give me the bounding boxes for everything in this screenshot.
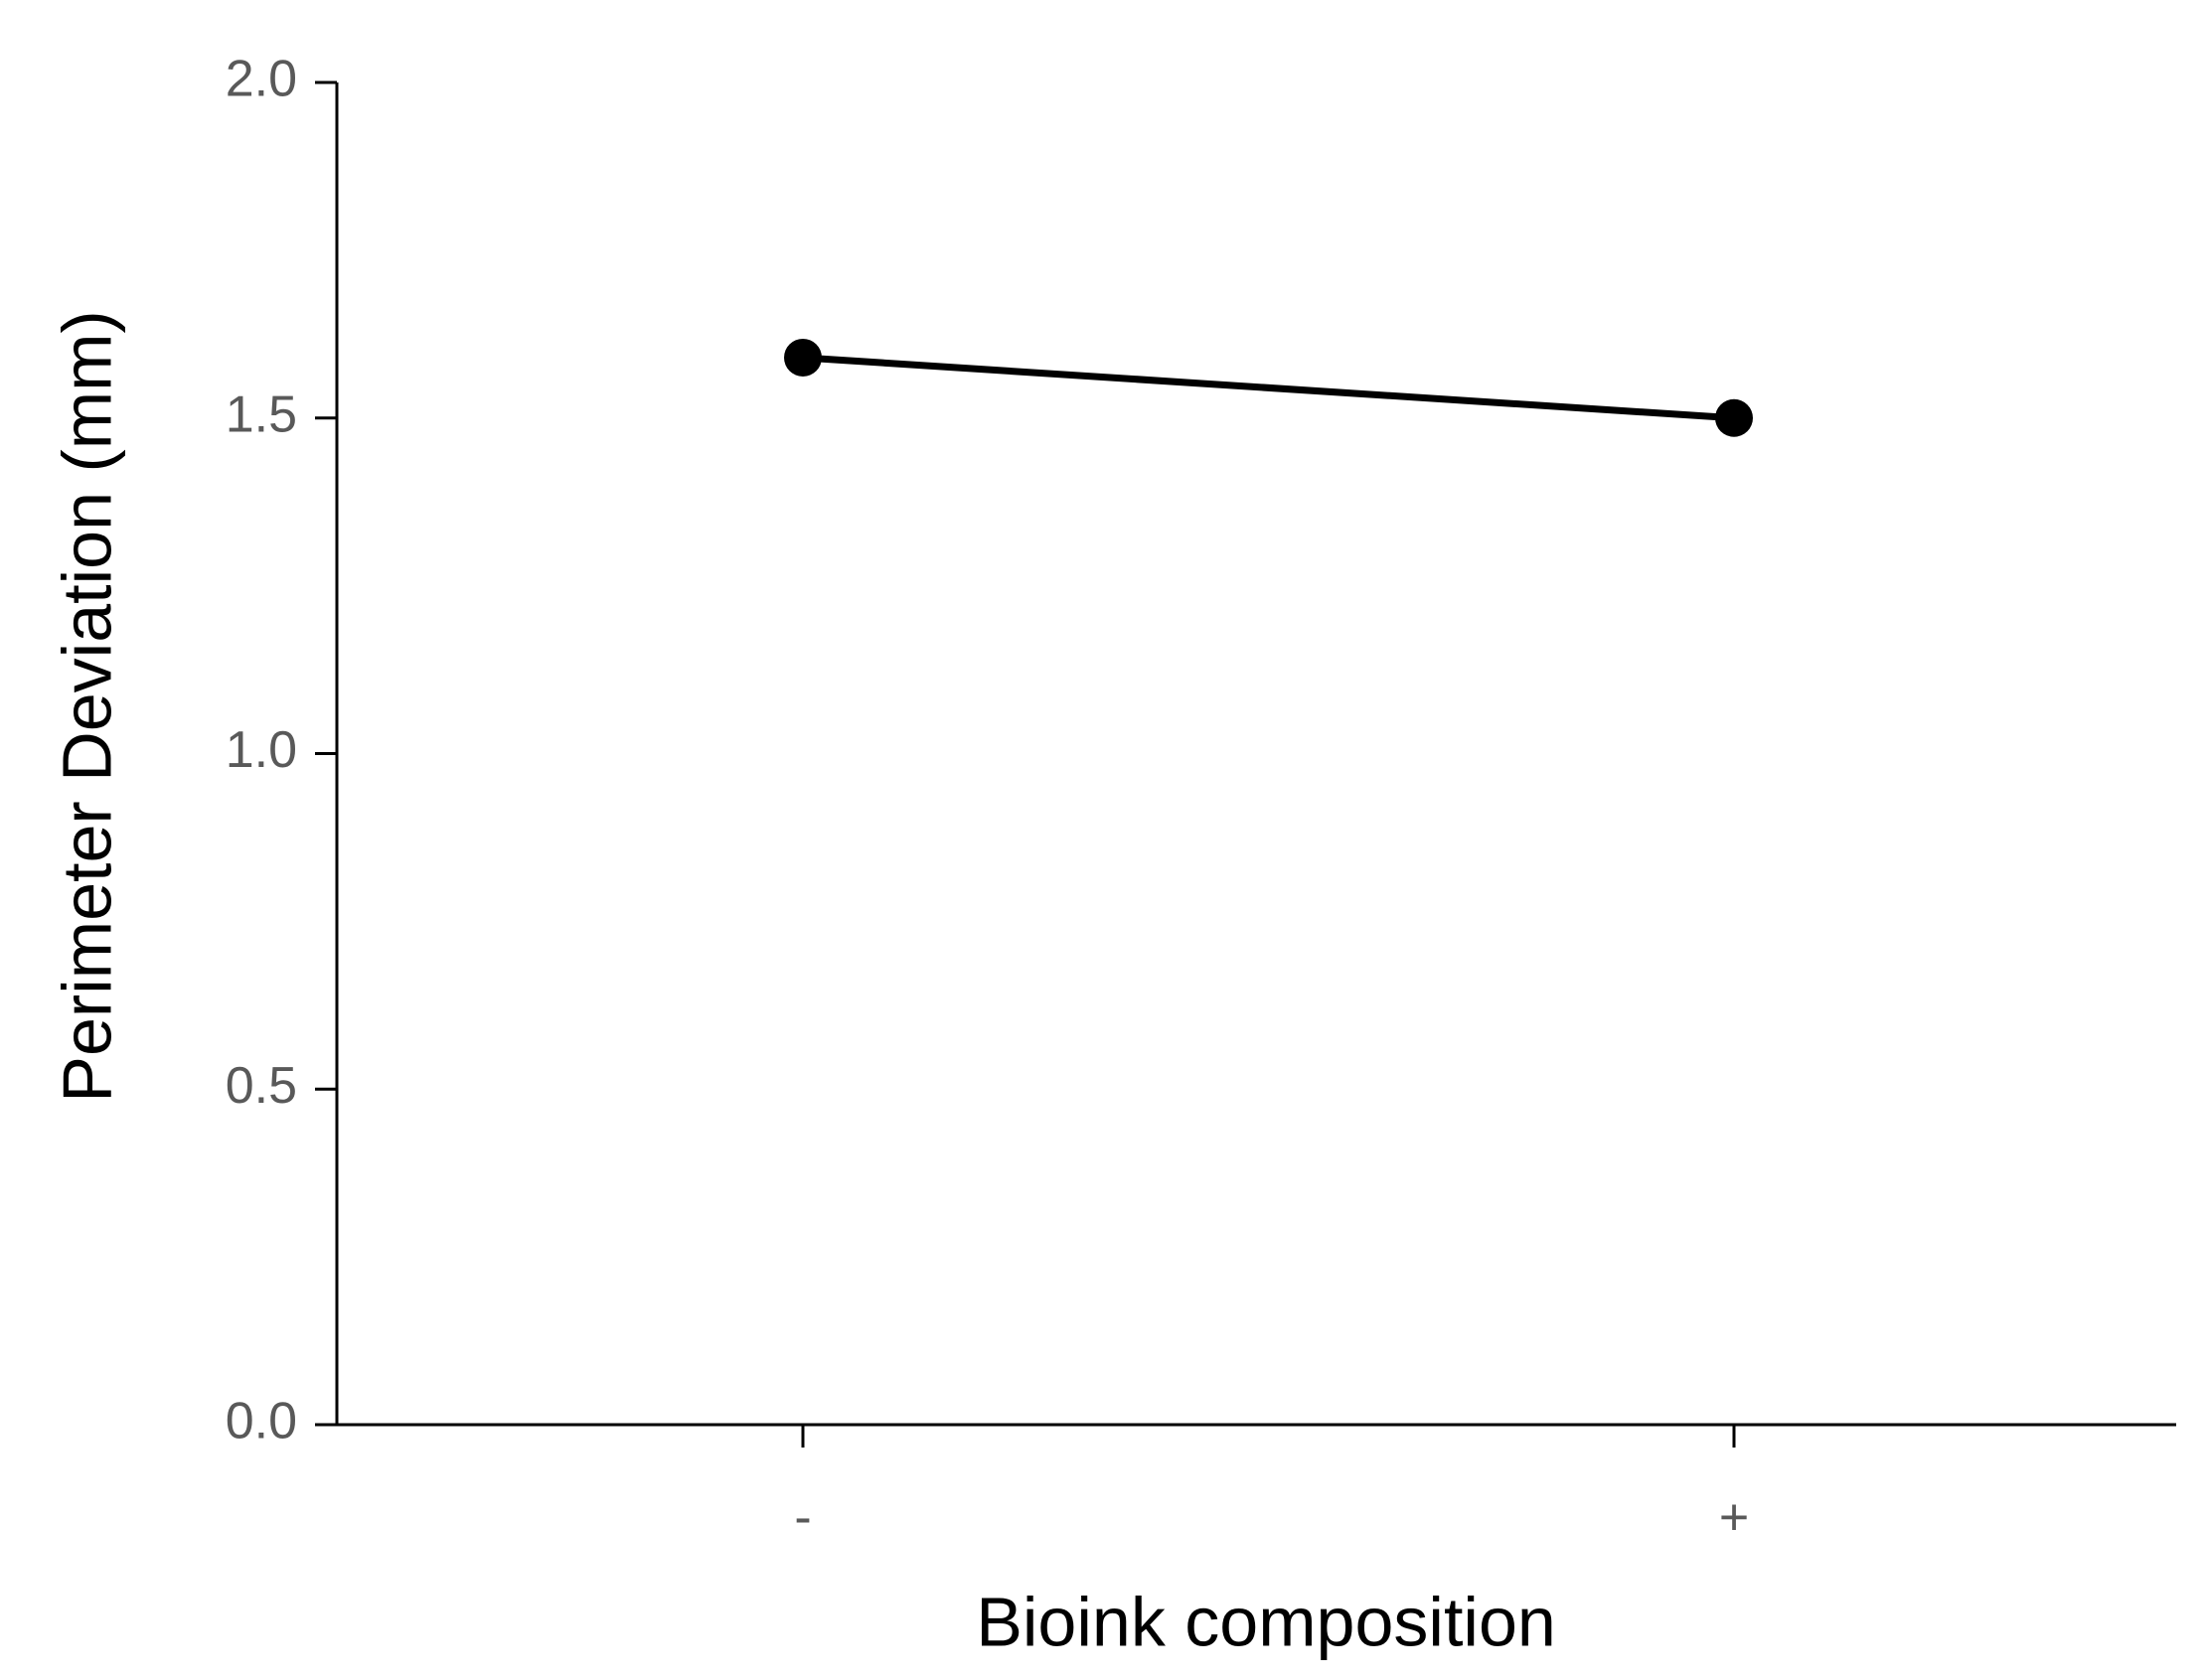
point: [784, 338, 822, 377]
x-tick-label: -: [794, 1489, 811, 1547]
x-tick-label: +: [1719, 1489, 1749, 1547]
point: [1715, 398, 1753, 437]
line: [802, 354, 1735, 422]
y-tick-label: 0.5: [226, 1057, 297, 1115]
y-tick-label: 2.0: [226, 51, 297, 108]
y-tick-label: 1.0: [226, 721, 297, 779]
x-axis-title: Bioink composition: [976, 1583, 1556, 1660]
y-tick-label: 0.0: [226, 1393, 297, 1451]
y-tick-label: 1.5: [226, 385, 297, 443]
y-axis-title: Perimeter Deviation (mm): [48, 310, 125, 1102]
